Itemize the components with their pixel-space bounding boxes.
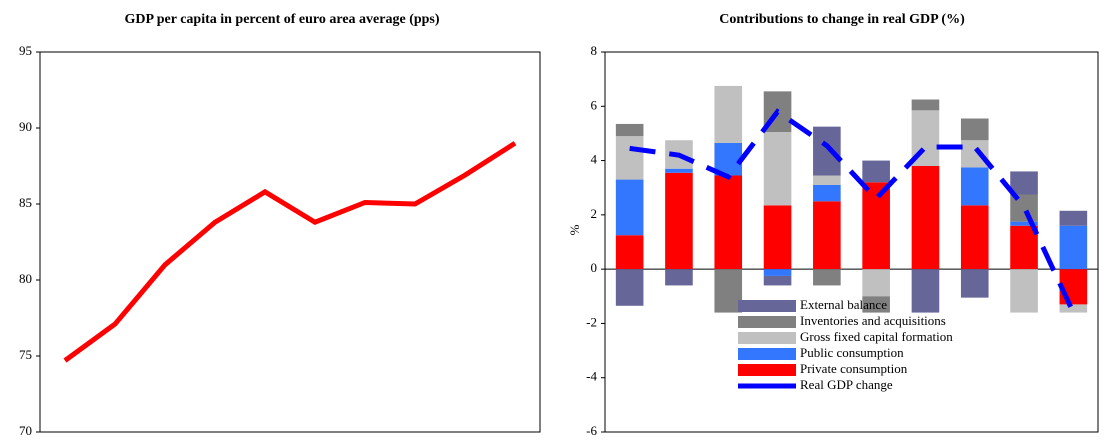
- y-tick-label: 4: [591, 152, 598, 167]
- y-tick-label: 95: [19, 43, 32, 58]
- y-tick-label: 75: [19, 347, 32, 362]
- bar-segment: [615, 123, 644, 137]
- bar-segment: [911, 99, 940, 111]
- y-axis-label: %: [567, 224, 582, 235]
- bar-segment: [862, 160, 890, 183]
- bar-segment: [1010, 225, 1038, 270]
- y-tick-label: 70: [19, 423, 32, 438]
- bar-segment: [763, 269, 792, 276]
- y-tick-label: 8: [591, 43, 598, 58]
- bar-segment: [813, 175, 841, 185]
- bar-segment: [813, 201, 841, 270]
- y-tick-label: -2: [586, 314, 597, 329]
- legend-label: Real GDP change: [800, 377, 893, 392]
- legend-swatch: [738, 348, 796, 360]
- legend-label: Private consumption: [800, 361, 908, 376]
- y-tick-label: 90: [19, 119, 32, 134]
- bar-segment: [862, 269, 890, 297]
- bar-segment: [665, 269, 693, 286]
- bar-segment: [911, 269, 940, 313]
- y-tick-label: -6: [586, 423, 597, 438]
- plot-frame: [39, 51, 541, 433]
- bar-segment: [1010, 269, 1038, 313]
- bar-segment: [615, 269, 644, 306]
- bar-segment: [665, 168, 693, 173]
- bar-segment: [1059, 210, 1088, 226]
- legend-label: Public consumption: [800, 345, 904, 360]
- legend-swatch: [738, 316, 796, 328]
- y-tick-label: 80: [19, 271, 32, 286]
- bar-segment: [714, 142, 743, 176]
- legend-label: Inventories and acquisitions: [800, 313, 946, 328]
- legend-label: External balance: [800, 297, 887, 312]
- bar-segment: [813, 269, 841, 286]
- bar-segment: [1059, 225, 1088, 270]
- data-line: [629, 108, 1076, 314]
- legend-swatch: [738, 364, 796, 376]
- chart-title: Contributions to change in real GDP (%): [719, 12, 965, 27]
- chart-title: GDP per capita in percent of euro area a…: [124, 12, 439, 27]
- y-tick-label: -4: [586, 369, 597, 384]
- bar-segment: [615, 235, 644, 270]
- bar-segment: [665, 172, 693, 270]
- bar-segment: [714, 175, 743, 270]
- legend-swatch: [738, 332, 796, 344]
- bar-segment: [862, 296, 890, 313]
- bar-segment: [960, 140, 989, 168]
- bar-segment: [1010, 221, 1038, 226]
- bar-segment: [763, 132, 792, 206]
- y-tick-label: 2: [591, 206, 598, 221]
- bar-segment: [763, 275, 792, 286]
- bar-segment: [960, 118, 989, 141]
- bar-segment: [960, 269, 989, 298]
- plot-frame: [604, 51, 1099, 433]
- bar-segment: [615, 136, 644, 180]
- legend-label: Gross fixed capital formation: [800, 329, 953, 344]
- bar-segment: [615, 179, 644, 236]
- bar-segment: [1059, 304, 1088, 313]
- bar-segment: [862, 182, 890, 270]
- bar-segment: [763, 205, 792, 270]
- legend-swatch: [738, 300, 796, 312]
- y-tick-label: 0: [591, 260, 598, 275]
- bar-segment: [813, 185, 841, 202]
- bar-segment: [714, 85, 743, 143]
- bar-segment: [813, 126, 841, 176]
- bar-segment: [960, 167, 989, 206]
- bar-segment: [911, 166, 940, 270]
- y-tick-label: 85: [19, 195, 32, 210]
- bar-segment: [1010, 171, 1038, 195]
- y-tick-label: 6: [591, 97, 598, 112]
- data-line: [63, 141, 517, 363]
- bar-segment: [960, 205, 989, 270]
- bar-segment: [714, 269, 743, 313]
